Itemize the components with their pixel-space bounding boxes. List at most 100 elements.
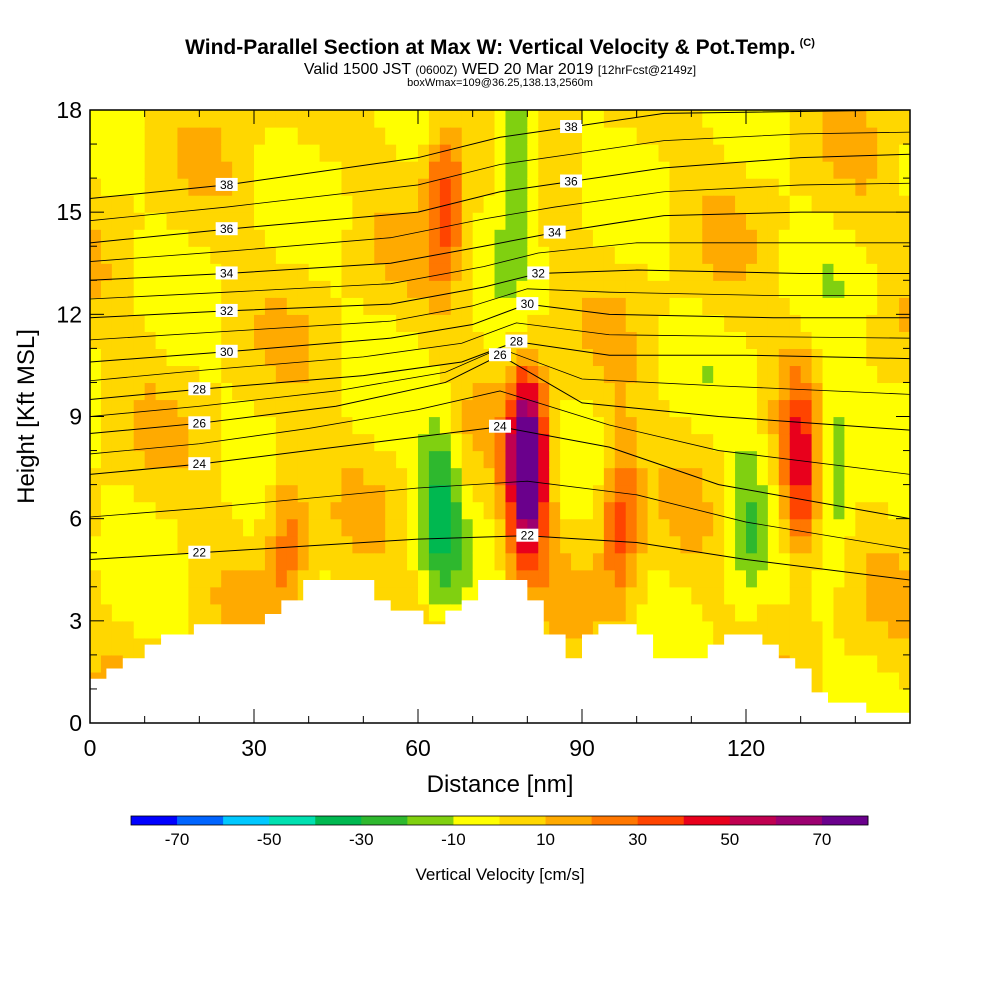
w-cell xyxy=(735,518,747,537)
w-cell xyxy=(789,314,802,332)
w-cell xyxy=(144,552,157,571)
w-cell xyxy=(155,263,168,281)
w-cell xyxy=(888,433,900,452)
w-cell xyxy=(363,450,375,469)
w-cell xyxy=(330,161,343,179)
w-cell xyxy=(735,280,747,298)
w-cell xyxy=(833,297,845,315)
w-cell xyxy=(800,552,813,571)
w-cell xyxy=(505,314,517,332)
w-cell xyxy=(177,178,189,196)
w-cell xyxy=(352,416,364,435)
w-cell xyxy=(647,263,660,281)
w-cell xyxy=(407,535,419,554)
w-cell xyxy=(735,144,747,162)
w-cell xyxy=(505,501,517,520)
w-cell xyxy=(691,603,703,622)
theta-contour xyxy=(90,131,910,222)
w-cell xyxy=(90,620,102,639)
w-cell xyxy=(122,433,135,452)
w-cell xyxy=(450,501,463,520)
w-cell xyxy=(385,399,397,418)
w-cell xyxy=(418,331,430,349)
w-cell xyxy=(527,161,539,179)
w-cell xyxy=(155,229,168,247)
w-cell xyxy=(111,178,124,196)
w-cell xyxy=(560,365,572,384)
w-cell xyxy=(855,212,867,230)
w-cell xyxy=(418,484,430,503)
w-cell xyxy=(516,314,528,332)
w-cell xyxy=(811,654,824,673)
w-cell xyxy=(658,365,671,384)
w-cell xyxy=(330,467,343,486)
w-cell xyxy=(243,535,255,554)
w-cell xyxy=(264,399,277,418)
w-cell xyxy=(746,280,758,298)
w-cell xyxy=(844,382,856,401)
w-cell xyxy=(221,399,233,418)
w-cell xyxy=(691,348,703,367)
w-cell xyxy=(286,518,299,537)
w-cell xyxy=(385,110,397,128)
w-cell xyxy=(625,127,638,145)
w-cell xyxy=(90,127,102,145)
w-cell xyxy=(822,314,835,332)
w-cell xyxy=(254,399,266,418)
w-cell xyxy=(144,484,157,503)
w-cell xyxy=(472,195,485,213)
w-cell xyxy=(505,365,517,384)
w-cell xyxy=(603,569,616,588)
w-cell xyxy=(100,161,113,179)
w-cell xyxy=(100,467,113,486)
w-cell xyxy=(735,552,747,571)
w-cell xyxy=(494,195,507,213)
w-cell xyxy=(603,586,616,605)
w-cell xyxy=(527,501,539,520)
w-cell xyxy=(374,110,386,128)
w-cell xyxy=(144,399,157,418)
w-cell xyxy=(122,144,135,162)
box-info: boxWmax=109@36.25,138.13,2560m xyxy=(407,77,593,89)
w-cell xyxy=(407,552,419,571)
w-cell xyxy=(418,229,430,247)
w-cell xyxy=(746,569,758,588)
w-cell xyxy=(614,552,627,571)
w-cell xyxy=(133,484,146,503)
w-cell xyxy=(516,263,528,281)
w-cell xyxy=(811,535,824,554)
w-cell xyxy=(374,297,386,315)
w-cell xyxy=(166,620,179,639)
w-cell xyxy=(822,127,835,145)
w-cell xyxy=(177,229,189,247)
w-cell xyxy=(888,552,900,571)
w-cell xyxy=(855,127,867,145)
w-cell xyxy=(385,501,397,520)
w-cell xyxy=(800,518,813,537)
w-cell xyxy=(210,280,222,298)
w-cell xyxy=(592,348,605,367)
w-cell xyxy=(833,110,845,128)
w-cell xyxy=(177,603,189,622)
w-cell xyxy=(669,263,681,281)
w-cell xyxy=(691,569,703,588)
w-cell xyxy=(319,365,332,384)
w-cell xyxy=(505,178,517,196)
w-cell xyxy=(855,416,867,435)
w-cell xyxy=(822,433,835,452)
w-cell xyxy=(232,603,244,622)
w-cell xyxy=(396,365,408,384)
w-cell xyxy=(264,416,277,435)
w-cell xyxy=(866,535,878,554)
w-cell xyxy=(418,467,430,486)
w-cell xyxy=(724,450,736,469)
w-cell xyxy=(549,450,561,469)
w-cell xyxy=(571,144,583,162)
w-cell xyxy=(855,688,867,707)
w-cell xyxy=(330,314,343,332)
w-cell xyxy=(800,467,813,486)
w-cell xyxy=(888,399,900,418)
w-cell xyxy=(888,620,900,639)
w-cell xyxy=(811,110,824,128)
w-cell xyxy=(767,484,780,503)
